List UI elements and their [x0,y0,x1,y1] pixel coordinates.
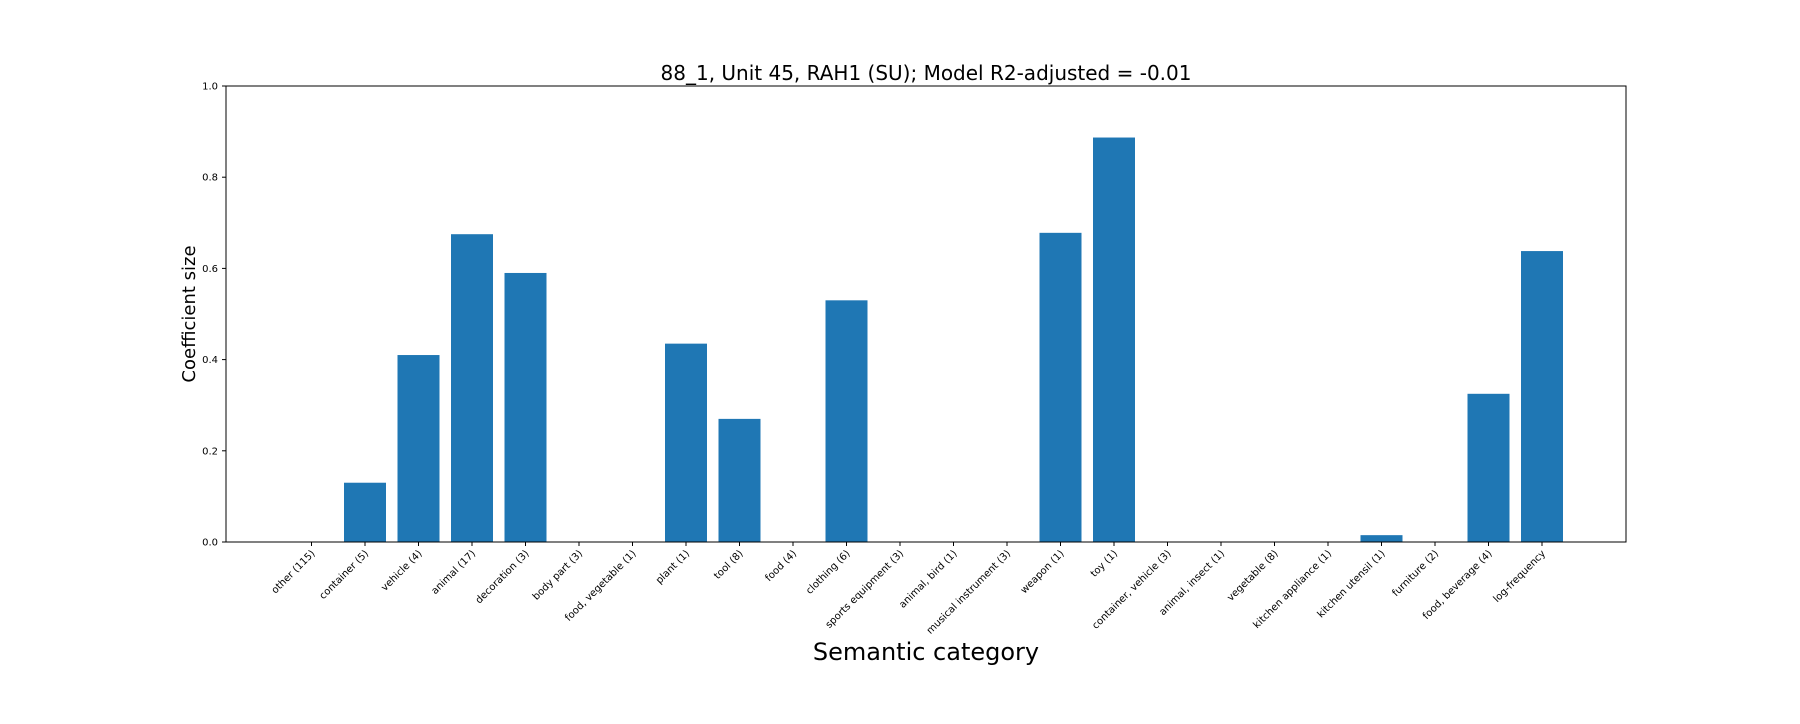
x-axis-label: Semantic category [813,638,1039,666]
bar [665,343,707,542]
chart-title: 88_1, Unit 45, RAH1 (SU); Model R2-adjus… [661,61,1192,85]
bar [397,355,440,542]
bar [1360,535,1403,542]
y-tick-label: 0.2 [202,446,218,457]
bar [344,482,386,542]
y-tick-label: 0.0 [202,538,218,549]
bar [825,300,868,542]
bar [504,272,547,542]
y-tick-label: 0.8 [202,173,218,184]
bar [718,418,761,542]
bar [1521,251,1563,542]
bar [451,234,493,542]
bars-group [344,137,1563,542]
y-tick-label: 1.0 [202,82,218,93]
y-tick-label: 0.4 [202,355,218,366]
plot-frame [225,85,1627,543]
y-ticks-group: 0.0 0.2 0.4 0.6 0.8 1.0 [202,82,226,549]
y-tick-label: 0.6 [202,264,218,275]
bar [1039,232,1082,542]
bar [1093,137,1135,542]
y-axis-label: Coefficient size [179,245,200,382]
bar [1467,393,1510,542]
